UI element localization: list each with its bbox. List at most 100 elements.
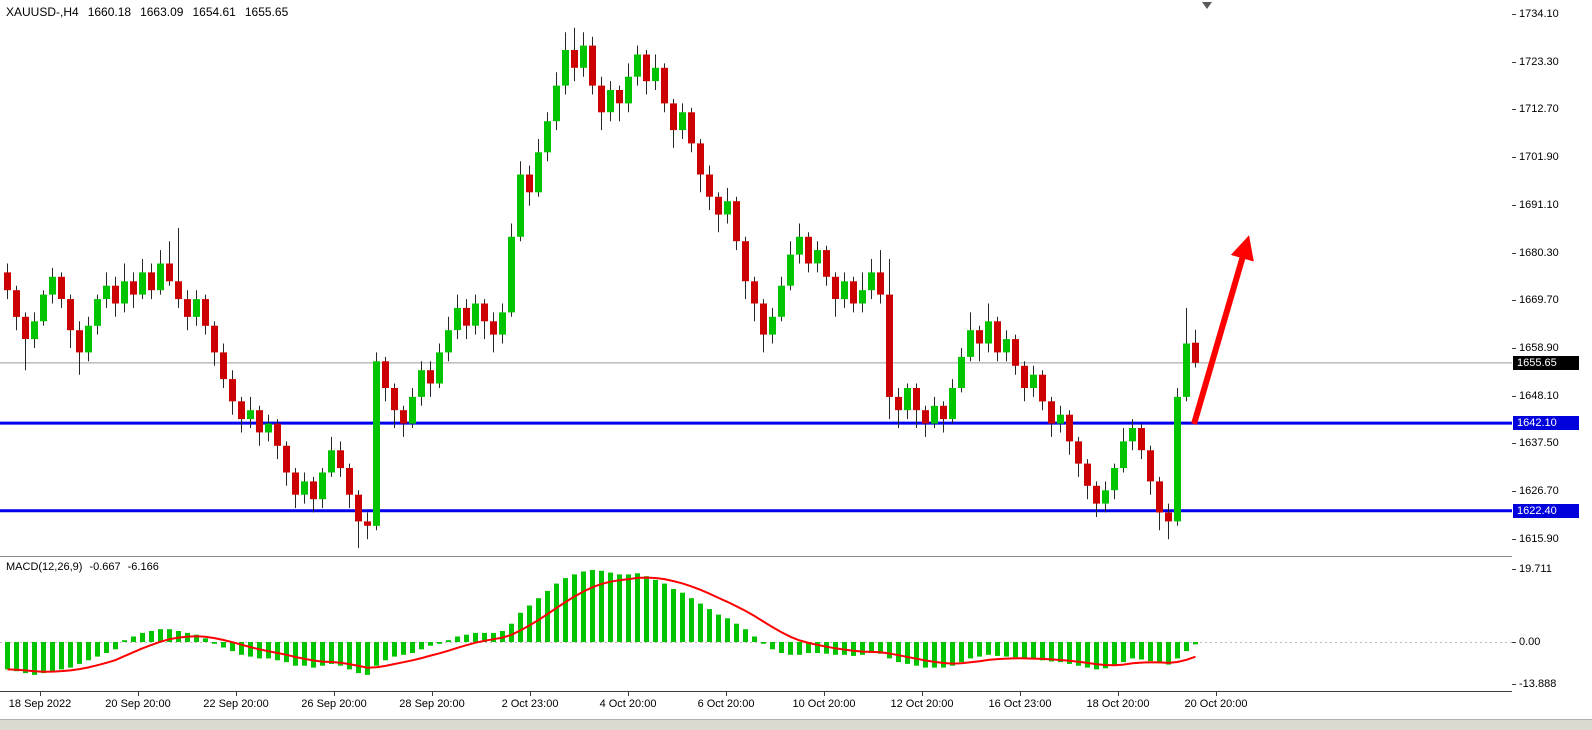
price-axis[interactable]: 1655.65 1642.10 1622.40 1734.10 1723.30 17… <box>1512 0 1592 719</box>
current-price-tag-label: 1655.65 <box>1517 356 1557 369</box>
candle-bear <box>688 112 695 144</box>
candle-bear <box>1165 512 1172 522</box>
macd-bar <box>626 574 631 642</box>
candle-bear <box>643 54 650 82</box>
macd-bar <box>1166 642 1171 665</box>
candle-bull <box>454 307 461 331</box>
macd-bar <box>131 636 136 642</box>
macd-bar <box>212 642 217 644</box>
macd-bar <box>572 574 577 642</box>
macd-bar <box>1031 642 1036 660</box>
candle-bull <box>1102 490 1109 504</box>
macd-bar <box>248 642 253 657</box>
candle-bear <box>913 388 920 411</box>
macd-bar <box>1040 642 1045 661</box>
macd-bar <box>725 618 730 642</box>
price-axis-tick <box>1512 443 1516 445</box>
candle-bear <box>1093 485 1100 504</box>
macd-signal-line <box>7 576 1196 673</box>
time-axis-tick <box>334 692 335 696</box>
price-axis-tick <box>1512 252 1516 254</box>
candle-bear <box>184 299 191 317</box>
candle-bull <box>778 285 785 317</box>
candle-bull <box>535 152 542 193</box>
macd-bar <box>1103 642 1108 669</box>
candle-bull <box>607 90 614 113</box>
macd-bar <box>1112 642 1117 666</box>
macd-bar <box>41 642 46 674</box>
macd-bar <box>959 642 964 663</box>
time-axis-tick <box>628 692 629 696</box>
candle-bear <box>337 450 344 469</box>
candle-bear <box>1039 374 1046 402</box>
macd-bar <box>743 629 748 642</box>
ohlc-high: 1663.09 <box>140 5 184 19</box>
candle-bull <box>769 316 776 335</box>
price-axis-tick <box>1512 491 1516 493</box>
candle-bear <box>355 494 362 522</box>
macd-bar <box>158 629 163 642</box>
candle-bull <box>787 254 794 286</box>
candle-bull <box>247 410 254 420</box>
candle-bull <box>85 325 92 353</box>
macd-bar <box>599 570 604 642</box>
price-axis-label: 1658.90 <box>1519 341 1559 354</box>
candles <box>4 27 1199 549</box>
candle-bull <box>1183 343 1190 397</box>
candle-bull <box>328 450 335 473</box>
candle-bull <box>1057 414 1064 424</box>
candle-bear <box>463 307 470 326</box>
candle-bear <box>220 352 227 380</box>
candle-bear <box>1192 342 1199 363</box>
candle-bear <box>175 281 182 300</box>
macd-signal-value: -6.166 <box>127 561 159 573</box>
macd-bar <box>122 640 127 642</box>
candle-bear <box>1084 463 1091 486</box>
price-axis-tick <box>1512 204 1516 206</box>
candle-bear <box>22 316 29 339</box>
candle-bull <box>373 361 380 526</box>
price-axis-label: 1615.90 <box>1519 533 1559 546</box>
candle-bear <box>364 521 371 526</box>
macd-bar <box>977 642 982 657</box>
macd-bar <box>1130 642 1135 659</box>
time-axis-tick <box>1216 692 1217 696</box>
candle-bear <box>895 396 902 411</box>
level-price-tag-label: 1622.40 <box>1517 504 1557 517</box>
macd-bar <box>1013 642 1018 658</box>
price-axis-label: 1626.70 <box>1519 485 1559 498</box>
candle-bear <box>661 67 668 104</box>
trend-arrow[interactable] <box>1191 235 1254 425</box>
time-axis-label: 16 Oct 23:00 <box>988 698 1052 710</box>
macd-bar <box>635 573 640 642</box>
time-axis-tick <box>726 692 727 696</box>
candle-bear <box>1147 450 1154 482</box>
price-axis-tick <box>1512 108 1516 110</box>
candle-bear <box>733 201 740 242</box>
macd-bar <box>383 642 388 661</box>
candle-bull <box>967 330 974 357</box>
price-axis-tick <box>1512 395 1516 397</box>
macd-bar <box>1175 642 1180 659</box>
macd-bar <box>644 576 649 642</box>
time-axis-tick <box>236 692 237 696</box>
macd-bar <box>734 623 739 642</box>
candle-bear <box>877 272 884 295</box>
candle-bull <box>1174 396 1181 522</box>
macd-bar <box>842 642 847 655</box>
time-axis-tick <box>1020 692 1021 696</box>
macd-bar <box>1094 642 1099 670</box>
macd-bar <box>986 642 991 655</box>
time-axis[interactable]: 18 Sep 2022 20 Sep 20:00 22 Sep 20:00 26 Se… <box>0 692 1592 719</box>
candle-bear <box>283 445 290 473</box>
macd-bar <box>275 642 280 661</box>
price-axis-tick <box>1512 61 1516 63</box>
macd-bar <box>464 634 469 642</box>
time-axis-label: 2 Oct 23:00 <box>501 698 559 710</box>
macd-bar <box>1157 642 1162 664</box>
chart-shift-marker-icon[interactable] <box>1202 2 1212 9</box>
macd-bar <box>491 632 496 642</box>
candle-bear <box>76 330 83 353</box>
macd-bar <box>698 603 703 642</box>
